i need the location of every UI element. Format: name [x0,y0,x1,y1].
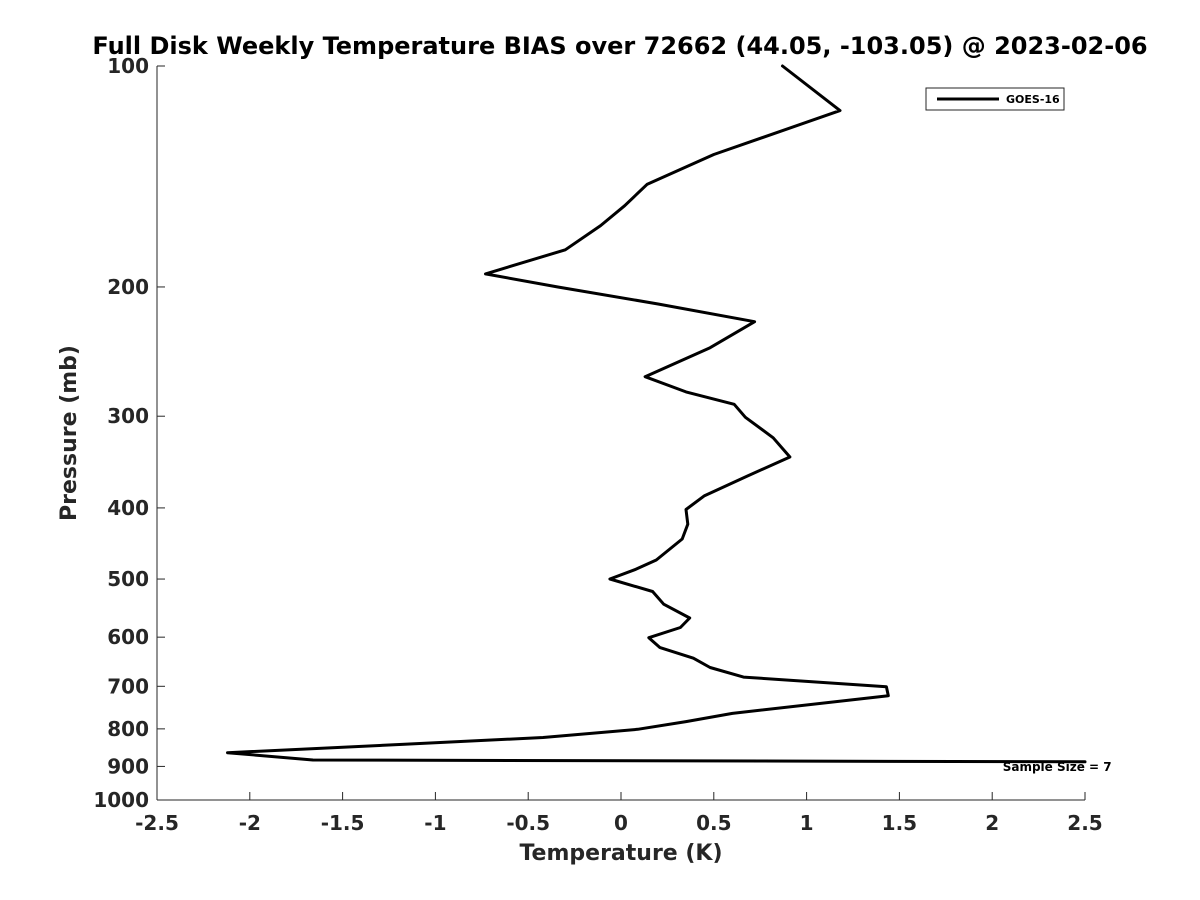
x-tick-label: 1.5 [882,811,917,835]
series-layer [226,64,1087,764]
y-tick-label: 400 [107,496,149,520]
x-axis-ticks: -2.5 -2 -1.5 -1 -0.5 0 0.5 1 1.5 2 2.5 [135,792,1103,835]
y-tick-label: 800 [107,717,149,741]
y-tick-label: 500 [107,567,149,591]
x-tick-label: -1.5 [321,811,365,835]
y-tick-label: 200 [107,275,149,299]
x-tick-label: -2.5 [135,811,179,835]
legend-label-goes-16: GOES-16 [1006,93,1060,106]
legend: GOES-16 [925,87,1065,111]
y-axis-label: Pressure (mb) [57,345,82,521]
y-tick-label: 900 [107,754,149,778]
x-tick-label: 2 [985,811,999,835]
y-tick-label: 700 [107,674,149,698]
chart-title: Full Disk Weekly Temperature BIAS over 7… [92,32,1147,60]
annotation-layer: Sample Size = 7 [1003,760,1112,774]
plot-area: -2.5 -2 -1.5 -1 -0.5 0 0.5 1 1.5 2 2.5 100 200 300 40… [93,54,1111,835]
y-tick-label: 300 [107,404,149,428]
x-tick-label: -1 [424,811,446,835]
x-tick-label: 0 [614,811,628,835]
x-tick-label: 1 [800,811,814,835]
x-tick-label: 0.5 [696,811,731,835]
y-axis-ticks: 100 200 300 400 500 600 700 800 900 1000 [93,54,165,812]
x-axis-label: Temperature (K) [519,841,722,866]
x-tick-label: 2.5 [1067,811,1102,835]
x-tick-label: -0.5 [506,811,550,835]
y-tick-label: 100 [107,54,149,78]
series-line-goes-16 [226,64,1087,764]
sample-size-annotation: Sample Size = 7 [1003,760,1112,774]
y-tick-label: 1000 [93,788,149,812]
y-tick-label: 600 [107,625,149,649]
x-tick-label: -2 [239,811,261,835]
